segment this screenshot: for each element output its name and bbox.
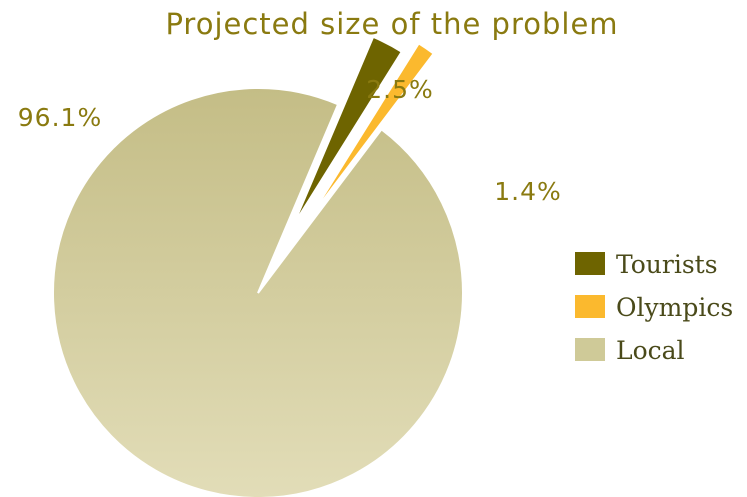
legend-label-local: Local [616, 336, 685, 365]
slice-label-local: 96.1% [18, 103, 102, 132]
legend-label-tourists: Tourists [616, 250, 718, 279]
legend-swatch-local [575, 338, 605, 361]
pie-slice-olympics [309, 41, 436, 218]
slice-label-tourists: 2.5% [366, 75, 434, 104]
legend-label-olympics: Olympics [616, 293, 733, 322]
slice-labels: 2.5% 1.4% 96.1% [18, 75, 562, 206]
chart-legend: Tourists Olympics Local [575, 250, 733, 365]
pie-slices [52, 35, 464, 497]
slice-label-olympics: 1.4% [494, 177, 562, 206]
legend-swatch-olympics [575, 295, 605, 318]
pie-slice-tourists [292, 35, 404, 227]
legend-swatch-tourists [575, 252, 605, 275]
pie-slice-local [52, 87, 464, 497]
chart-title: Projected size of the problem [165, 7, 618, 41]
